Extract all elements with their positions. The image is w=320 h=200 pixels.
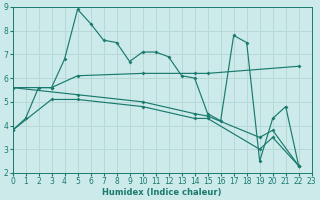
X-axis label: Humidex (Indice chaleur): Humidex (Indice chaleur) — [102, 188, 222, 197]
